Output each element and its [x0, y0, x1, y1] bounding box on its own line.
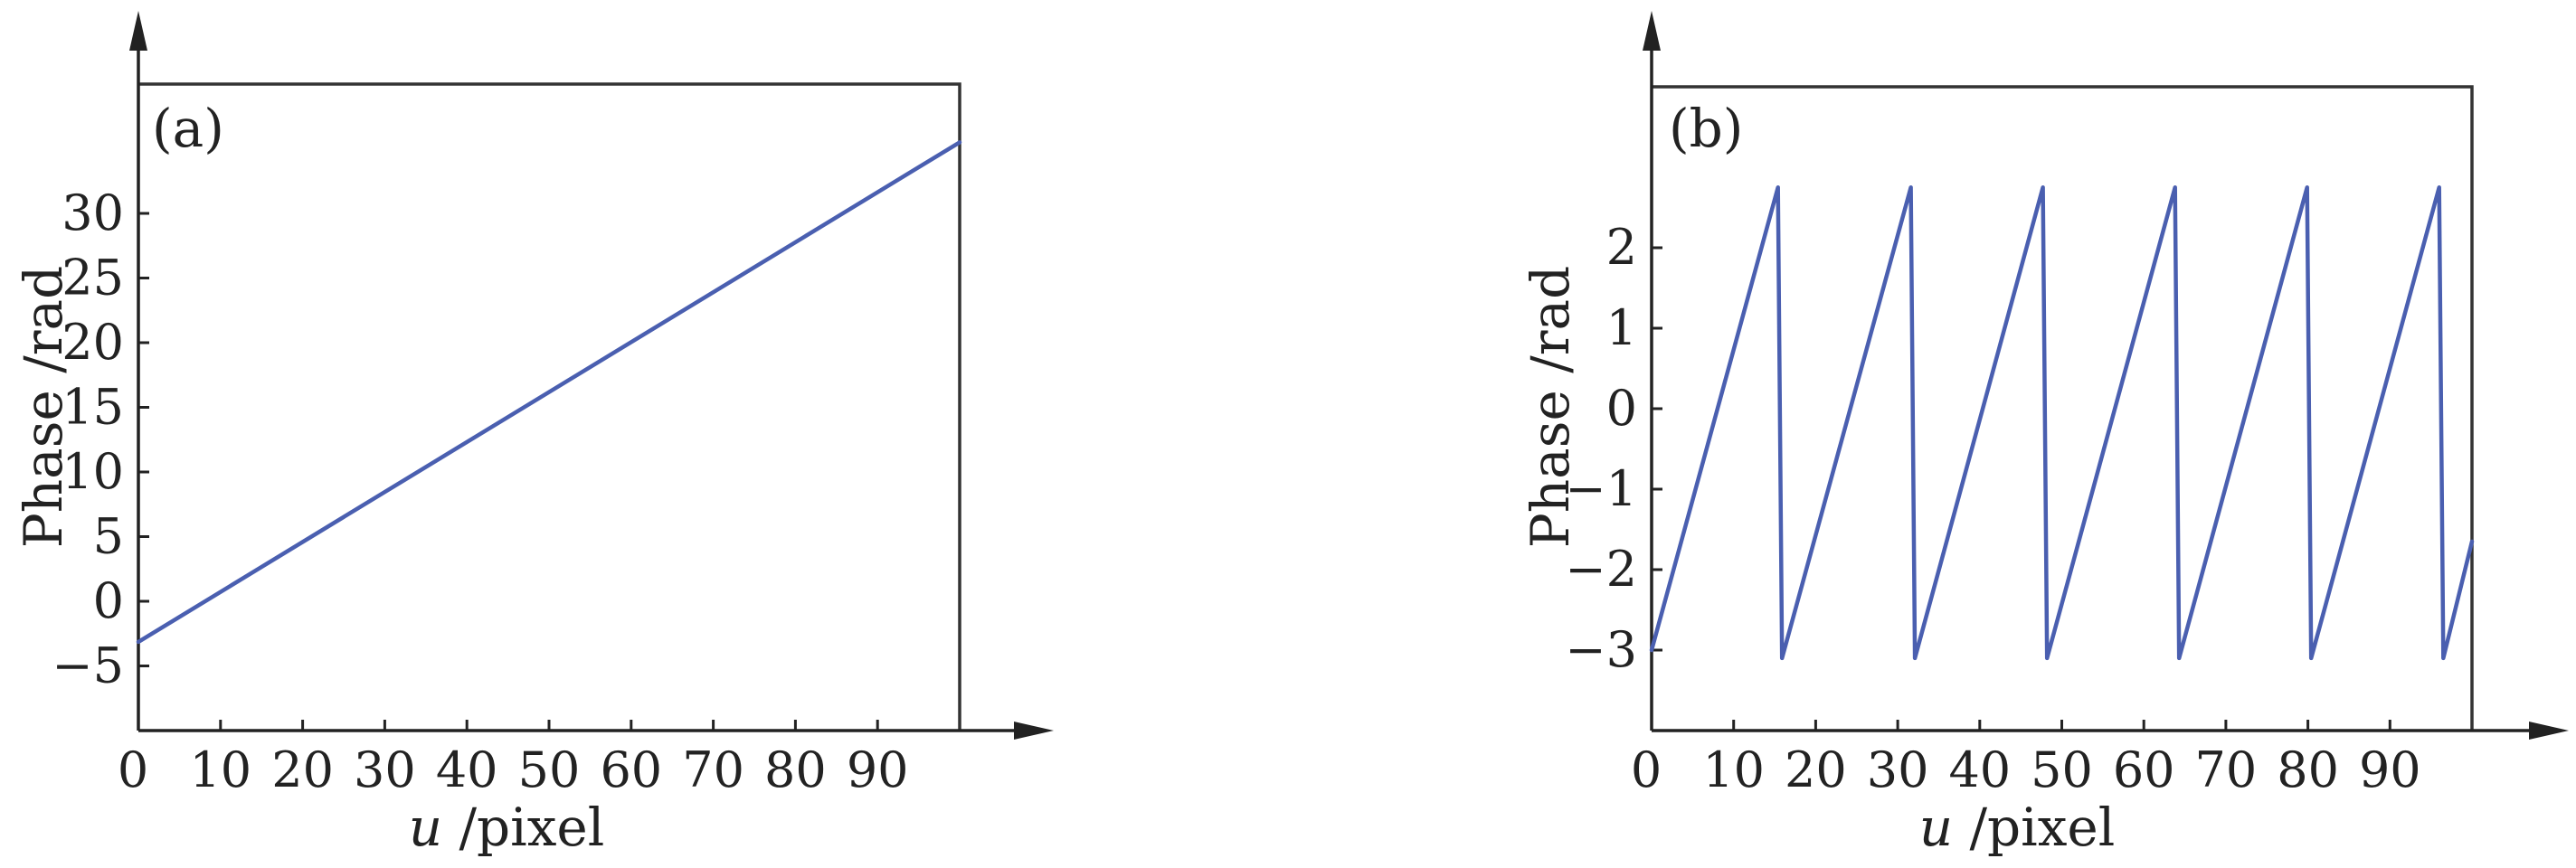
y-tick-label: 0 — [93, 572, 124, 629]
y-axis-arrow — [1643, 11, 1661, 51]
x-axis-variable: u — [409, 797, 442, 858]
x-axis-title: u /pixel — [409, 797, 605, 858]
x-tick-label: 10 — [1702, 741, 1765, 798]
x-axis-arrow — [1014, 722, 1054, 740]
x-axis-variable: u — [1919, 797, 1953, 858]
y-tick-label: 25 — [62, 250, 124, 307]
x-tick-label: 40 — [436, 741, 498, 798]
x-tick-label: 60 — [2113, 741, 2175, 798]
y-tick-label: 1 — [1606, 299, 1637, 356]
y-tick-label: −5 — [52, 637, 124, 694]
y-tick-label: 30 — [62, 184, 124, 241]
y-tick-label: 2 — [1606, 219, 1637, 276]
y-tick-label: 5 — [93, 508, 124, 565]
x-tick-label: 40 — [1948, 741, 2011, 798]
chart-panel-b: 0 10 20 30 40 50 60 70 80 90 −3 −2 −1 0 1 2 Phase /rad u … — [1520, 11, 2569, 858]
x-tick-label: 70 — [682, 741, 744, 798]
y-tick-label: 10 — [62, 443, 124, 500]
x-tick-label: 50 — [518, 741, 581, 798]
y-axis-title: Phase /rad — [1520, 266, 1581, 548]
x-tick-label: 20 — [271, 741, 334, 798]
y-tick-label: −1 — [1565, 460, 1637, 517]
x-tick-label: 20 — [1785, 741, 1847, 798]
x-tick-label: 60 — [600, 741, 662, 798]
x-tick-label: 0 — [1631, 741, 1662, 798]
x-tick-label: 80 — [764, 741, 827, 798]
x-tick-label: 90 — [847, 741, 909, 798]
phase-series-line — [1649, 185, 2475, 661]
x-tick-label: 50 — [2031, 741, 2093, 798]
y-tick-label: 15 — [62, 379, 124, 436]
phase-series-line — [136, 140, 962, 645]
y-axis-arrow — [129, 11, 147, 51]
x-tick-label: 10 — [189, 741, 251, 798]
x-tick-label: 90 — [2359, 741, 2421, 798]
x-tick-label: 30 — [354, 741, 416, 798]
y-tick-label: −2 — [1565, 541, 1637, 598]
x-tick-label: 80 — [2277, 741, 2339, 798]
chart-panel-a: 0 10 20 30 40 50 60 70 80 90 −5 0 5 10 15 20 25 30 Phase /… — [13, 11, 1054, 858]
x-axis-arrow — [2529, 722, 2569, 740]
y-tick-label: 20 — [62, 314, 124, 371]
x-axis-unit: /pixel — [1953, 797, 2115, 858]
panel-label: (b) — [1669, 98, 1743, 159]
x-axis-unit: /pixel — [442, 797, 604, 858]
y-axis-title: Phase /rad — [13, 266, 74, 548]
x-tick-label: 0 — [118, 741, 148, 798]
plot-frame — [1652, 85, 2474, 731]
y-tick-label: −3 — [1565, 621, 1637, 678]
y-tick-label: 0 — [1606, 380, 1637, 437]
x-axis-title: u /pixel — [1919, 797, 2116, 858]
x-tick-label: 30 — [1867, 741, 1929, 798]
x-tick-label: 70 — [2195, 741, 2258, 798]
panel-label: (a) — [152, 98, 224, 159]
plot-frame — [138, 82, 961, 731]
